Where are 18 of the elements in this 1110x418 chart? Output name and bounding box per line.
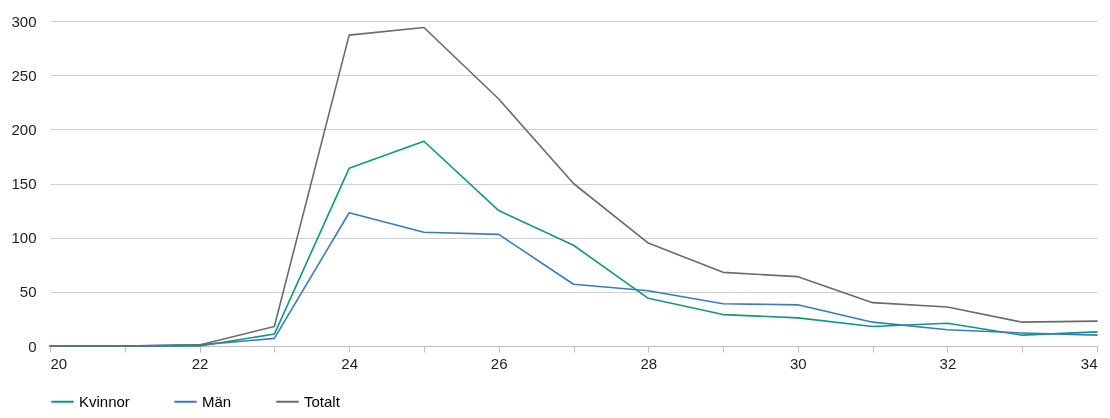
x-tick-label: 30 xyxy=(790,354,807,372)
x-tick-label: 20 xyxy=(50,354,68,372)
x-tick-label: 22 xyxy=(191,354,209,372)
y-tick-label: 0 xyxy=(28,337,37,355)
x-tick-label: 32 xyxy=(939,354,957,372)
y-tick-label: 250 xyxy=(11,66,37,84)
legend-label: Kvinnor xyxy=(79,392,130,410)
x-tick-label: 24 xyxy=(341,354,358,372)
legend-label: Män xyxy=(202,392,232,410)
y-tick-label: 150 xyxy=(11,175,37,192)
y-tick-label: 200 xyxy=(11,120,37,138)
x-tick-label: 26 xyxy=(490,354,508,372)
x-tick-label: 34 xyxy=(1080,354,1098,372)
y-tick-label: 300 xyxy=(11,12,37,30)
y-tick-label: 100 xyxy=(11,229,37,247)
legend-label: Totalt xyxy=(304,392,341,410)
y-tick-label: 50 xyxy=(19,283,37,301)
x-tick-label: 28 xyxy=(640,354,658,372)
